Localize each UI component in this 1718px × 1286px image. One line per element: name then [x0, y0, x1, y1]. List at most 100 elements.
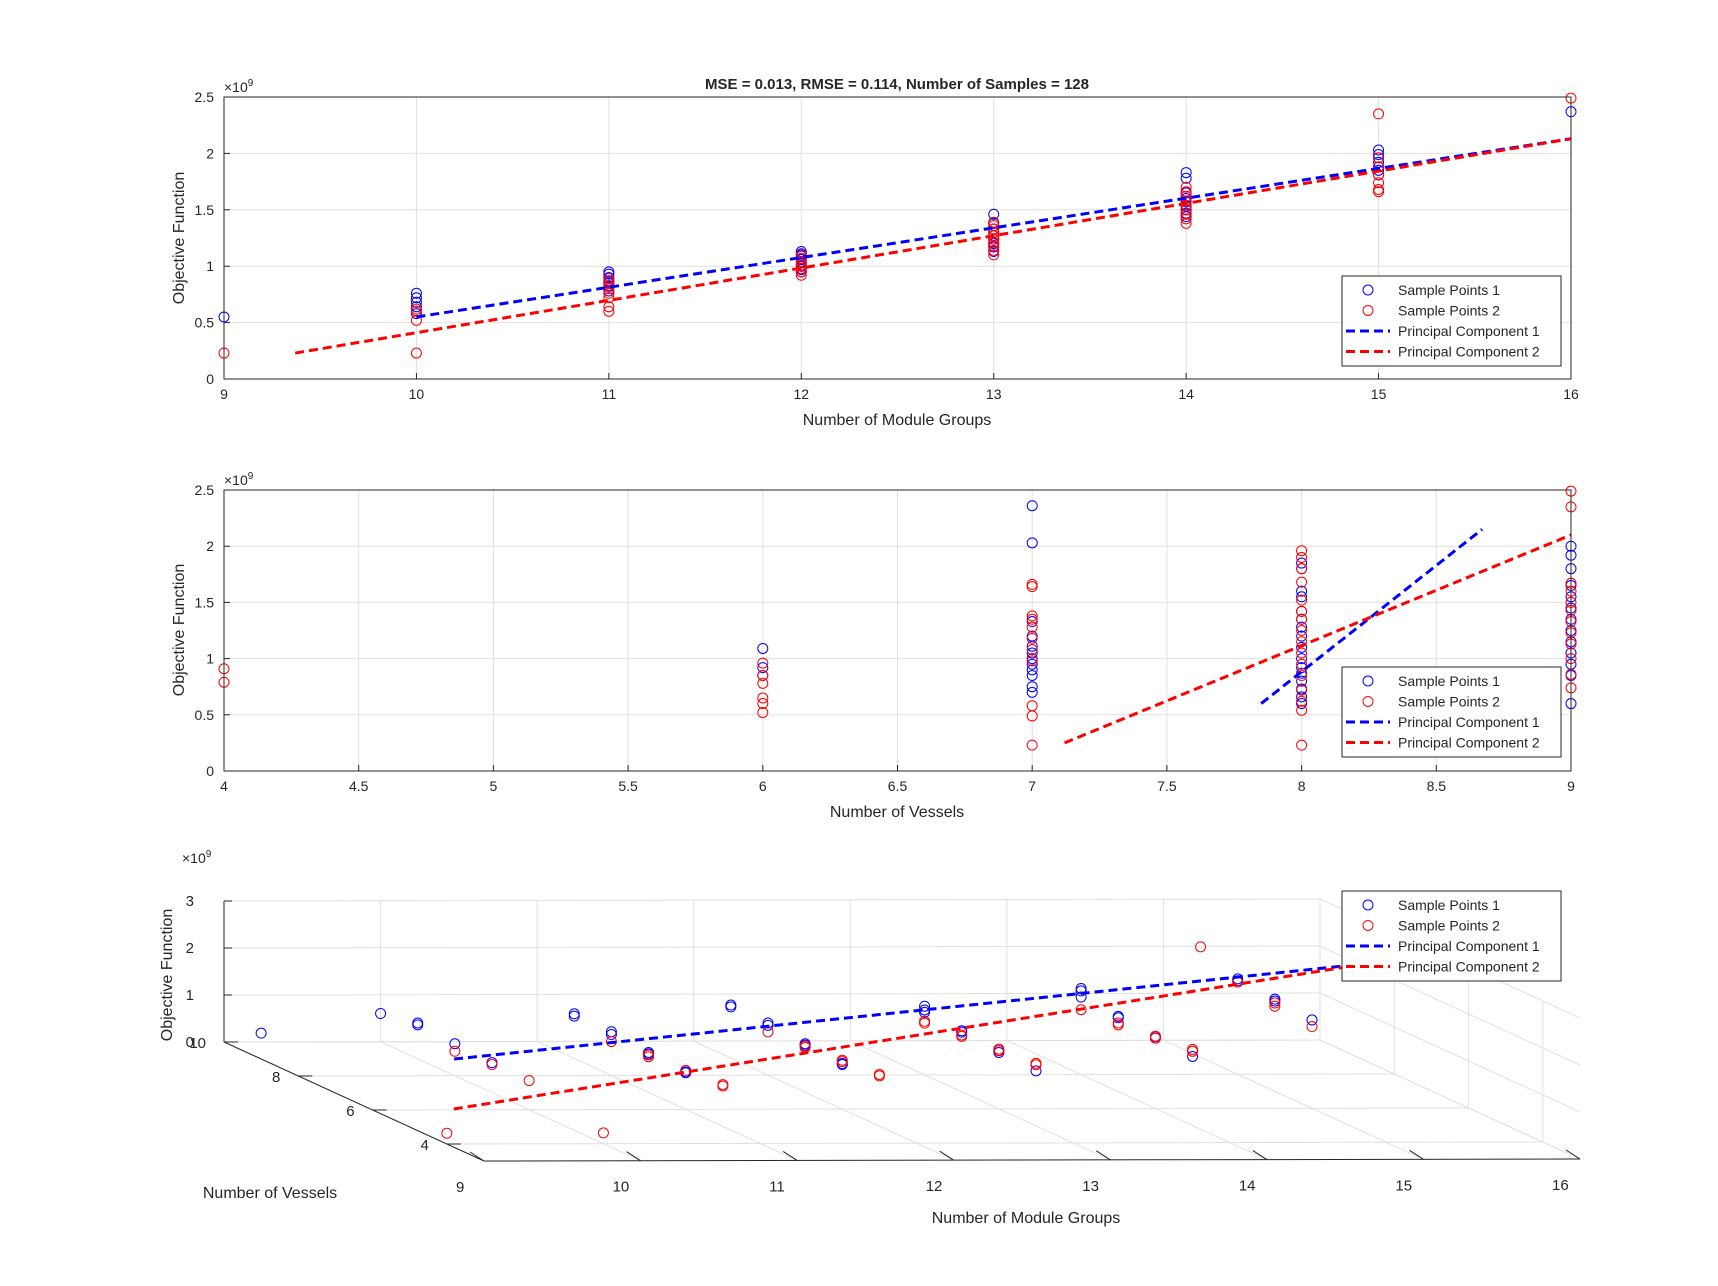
sample-point [412, 1017, 424, 1029]
back-wall-gridline-z [223, 992, 1321, 996]
y-tick-label: 2.5 [195, 482, 215, 498]
sample-point [486, 1059, 498, 1071]
legend-item[interactable]: Sample Points 1 [1362, 897, 1500, 913]
x-tick-label: 6 [759, 778, 767, 794]
legend[interactable]: Sample Points 1 Sample Points 2 Principal … [1341, 666, 1562, 758]
sample-point [1296, 625, 1308, 636]
sample-point [568, 1010, 580, 1022]
legend-label: Sample Points 1 [1398, 673, 1500, 689]
sample-point [1187, 1050, 1199, 1062]
sample-point [1296, 551, 1308, 563]
sample-point [255, 1027, 267, 1039]
sample-point [410, 347, 422, 359]
sample-point [1180, 167, 1192, 179]
legend-label: Sample Points 1 [1398, 897, 1500, 913]
legend-label: Principal Component 2 [1398, 959, 1540, 975]
sample-point [1296, 704, 1308, 716]
sample-point [1296, 545, 1308, 557]
x-tick-label: 13 [986, 386, 1002, 402]
sample-point [1026, 669, 1038, 681]
sample-point [1296, 594, 1308, 606]
sample-point [956, 1026, 968, 1038]
x-tick-label: 16 [1563, 386, 1579, 402]
x-axis-label: Number of Vessels [830, 804, 964, 821]
sample-point [988, 244, 1000, 256]
sample-point [1180, 195, 1192, 207]
subplot-2-vessels: 4 4.5 5 5.5 6 6.5 7 7.5 8 8.5 9 0 0.5 1 1.5 2 2.5 Number… [171, 471, 1577, 821]
legend-item[interactable]: Principal Component 1 [1346, 714, 1540, 730]
x-tick-label: 10 [409, 386, 425, 402]
legend-label: Principal Component 1 [1398, 938, 1540, 954]
sample-point [410, 296, 422, 308]
sample-point [1026, 640, 1038, 652]
floor-gridline-x [850, 1040, 1111, 1161]
x-tick-label: 15 [1371, 386, 1387, 402]
x-tick-label: 9 [456, 1179, 464, 1196]
x-tick-label: 9 [1567, 778, 1575, 794]
sample-point [1306, 1014, 1318, 1026]
sample-point [410, 287, 422, 299]
sample-point [836, 1054, 848, 1066]
x-tick-label: 8.5 [1427, 778, 1447, 794]
legend-item[interactable]: Sample Points 1 [1362, 673, 1500, 689]
legend-item[interactable]: Sample Points 1 [1362, 282, 1500, 298]
sample-point [1026, 664, 1038, 676]
sample-point [919, 1000, 931, 1012]
x-tick-label: 13 [1082, 1178, 1099, 1195]
legend-item[interactable]: Principal Component 2 [1346, 959, 1540, 975]
sample-point [956, 1029, 968, 1041]
sample-point [1373, 186, 1385, 198]
x-tick-label: 12 [793, 386, 809, 402]
sample-point [410, 292, 422, 304]
sample-point [568, 1008, 580, 1020]
sample-point [919, 1006, 931, 1018]
y-axis-label: Objective Function [171, 172, 188, 305]
sample-point [1026, 500, 1038, 512]
axes-box [223, 489, 1572, 772]
sample-point [757, 707, 769, 719]
sample-point [1296, 647, 1308, 659]
sample-point [993, 1043, 1005, 1055]
legend-item[interactable]: Sample Points 2 [1362, 303, 1500, 319]
sample-point [1026, 644, 1038, 656]
legend[interactable]: Sample Points 1 Sample Points 2 Principal … [1341, 275, 1562, 367]
x-tick-label: 5.5 [618, 778, 638, 794]
sample-point [762, 1017, 774, 1029]
data-marks [255, 934, 1369, 1139]
x-tick-mark [469, 1151, 485, 1162]
legend-item[interactable]: Sample Points 2 [1362, 694, 1500, 710]
legend[interactable]: Sample Points 1 Sample Points 2 Principal … [1341, 890, 1562, 982]
sample-point [603, 292, 615, 304]
y-axis-line [223, 1041, 485, 1162]
z-exponent-label: ×109 [182, 849, 212, 866]
sample-point [988, 216, 1000, 228]
sample-point [1112, 1012, 1124, 1024]
floor-gridline-y [298, 1073, 1395, 1077]
y-tick-label: 8 [272, 1069, 280, 1086]
y-tick-label: 6 [346, 1103, 354, 1120]
legend-item[interactable]: Principal Component 1 [1346, 323, 1540, 339]
legend-item[interactable]: Principal Component 2 [1346, 344, 1540, 360]
legend-item[interactable]: Principal Component 2 [1346, 735, 1540, 751]
legend-item[interactable]: Sample Points 2 [1362, 918, 1500, 934]
legend-label: Principal Component 1 [1398, 714, 1540, 730]
principal-component-line [1063, 533, 1572, 745]
tick-labels: 4 4.5 5 5.5 6 6.5 7 7.5 8 8.5 9 0 0.5 1 1.5 2 2.5 [195, 482, 1576, 794]
legend-item[interactable]: Principal Component 1 [1346, 938, 1540, 954]
legend-label: Sample Points 1 [1398, 282, 1500, 298]
sample-point [1030, 1057, 1042, 1069]
sample-point [1373, 177, 1385, 189]
sample-point [1180, 208, 1192, 220]
sample-point [1296, 658, 1308, 670]
principal-component-line [294, 137, 1572, 355]
sample-point [1296, 641, 1308, 653]
sample-point [410, 314, 422, 326]
sample-point [757, 657, 769, 669]
side-wall-gridline-z [1319, 1039, 1581, 1160]
floor-gridline-y [372, 1107, 1469, 1111]
sample-point [605, 1029, 617, 1041]
sample-point [1180, 172, 1192, 184]
floor-gridline-y [446, 1141, 1543, 1145]
